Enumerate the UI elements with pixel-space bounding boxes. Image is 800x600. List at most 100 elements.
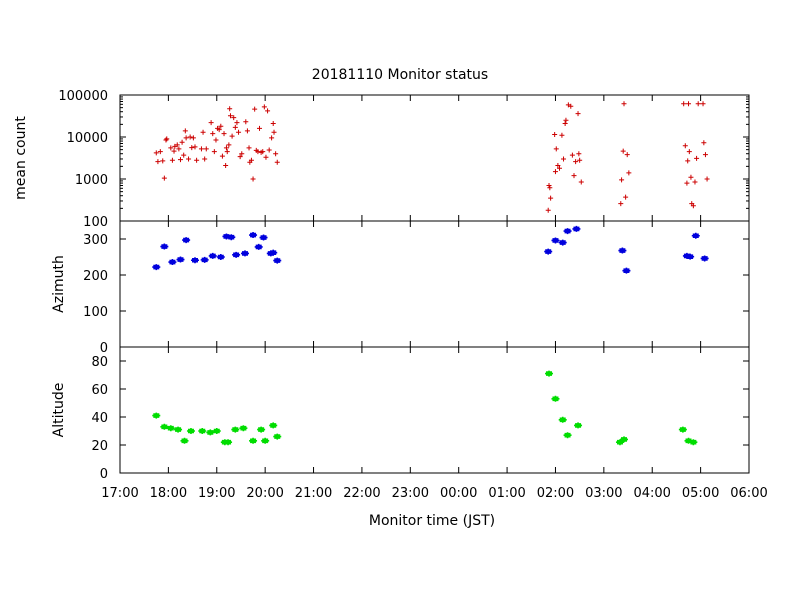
data-point: [257, 125, 263, 131]
y-tick-label: 100: [83, 305, 108, 320]
data-point: [232, 251, 241, 258]
data-point: [269, 249, 278, 256]
data-point: [246, 145, 252, 151]
data-point: [244, 128, 250, 134]
data-point: [563, 432, 572, 439]
data-point: [563, 117, 569, 123]
data-point: [700, 255, 709, 262]
data-point: [200, 129, 206, 135]
y-tick-label: 1000: [75, 173, 108, 188]
data-point: [558, 416, 567, 423]
data-point: [249, 232, 258, 239]
data-point: [186, 156, 192, 162]
data-point: [203, 146, 209, 152]
data-point: [265, 108, 271, 114]
data-point: [558, 239, 567, 246]
x-tick-label: 18:00: [150, 486, 187, 501]
data-point: [231, 115, 237, 121]
data-point: [702, 152, 708, 158]
data-point: [274, 159, 280, 165]
panel-frame: [119, 346, 750, 474]
data-point: [575, 111, 581, 117]
data-point: [552, 131, 558, 137]
data-point: [223, 162, 229, 168]
data-point: [206, 429, 215, 436]
data-point: [684, 180, 690, 186]
data-point: [202, 156, 208, 162]
data-point: [200, 256, 209, 263]
data-point: [561, 156, 567, 162]
x-tick-label: 03:00: [585, 486, 622, 501]
data-point: [243, 119, 249, 125]
data-point: [216, 254, 225, 260]
data-point: [546, 183, 552, 189]
data-point: [691, 232, 700, 239]
data-point: [152, 412, 161, 419]
data-point: [263, 154, 269, 160]
data-point: [618, 201, 624, 207]
data-point: [198, 146, 204, 152]
data-point: [685, 158, 691, 164]
data-point: [682, 143, 688, 149]
data-point: [198, 428, 207, 434]
data-point: [249, 437, 258, 444]
data-point: [182, 128, 188, 134]
x-tick-label: 02:00: [537, 486, 574, 501]
data-point: [222, 233, 231, 240]
data-point: [261, 104, 267, 110]
data-point: [174, 142, 180, 148]
y-tick-label: 0: [100, 467, 108, 482]
data-point: [690, 203, 696, 209]
data-point: [227, 113, 233, 119]
x-tick-label: 22:00: [343, 486, 380, 501]
data-point: [623, 194, 629, 200]
data-point: [563, 228, 572, 235]
data-point: [704, 176, 710, 182]
data-point: [194, 157, 200, 163]
data-point: [177, 157, 183, 163]
data-point: [568, 103, 574, 109]
data-point: [552, 169, 558, 175]
data-point: [182, 237, 191, 244]
y-axis-label: Azimuth: [51, 255, 67, 313]
y-axis-label: Altitude: [51, 383, 67, 438]
data-point: [573, 159, 579, 165]
data-point: [157, 149, 163, 155]
data-point: [689, 439, 698, 446]
data-point: [626, 170, 632, 176]
data-point: [548, 195, 554, 201]
x-tick-label: 19:00: [198, 486, 235, 501]
data-point: [686, 149, 692, 155]
x-tick-label: 21:00: [295, 486, 332, 501]
data-point: [176, 256, 185, 263]
y-tick-label: 80: [91, 355, 108, 370]
y-tick-label: 100: [83, 215, 108, 230]
data-point: [254, 243, 263, 250]
data-point: [269, 422, 278, 429]
y-tick-label: 300: [83, 233, 108, 248]
data-point: [171, 148, 177, 154]
y-tick-label: 60: [91, 383, 108, 398]
data-point: [234, 120, 240, 126]
data-point: [187, 134, 193, 140]
data-point: [224, 149, 230, 155]
data-point: [212, 428, 221, 434]
data-point: [232, 124, 238, 130]
data-point: [231, 426, 240, 433]
data-point: [622, 267, 631, 274]
data-point: [223, 145, 229, 151]
series-azimuth: [152, 225, 709, 274]
data-point: [681, 101, 687, 107]
data-point: [619, 177, 625, 183]
x-tick-label: 01:00: [488, 486, 525, 501]
data-point: [221, 131, 227, 137]
panel-mean-count: 100 1000 10000 100000 mean count: [13, 89, 750, 230]
data-point: [569, 152, 575, 158]
data-point: [695, 101, 701, 107]
y-tick-label: 100000: [58, 89, 108, 104]
data-point: [624, 152, 630, 158]
panel-frame: [119, 220, 750, 348]
data-point: [572, 225, 581, 232]
data-point: [257, 426, 266, 433]
